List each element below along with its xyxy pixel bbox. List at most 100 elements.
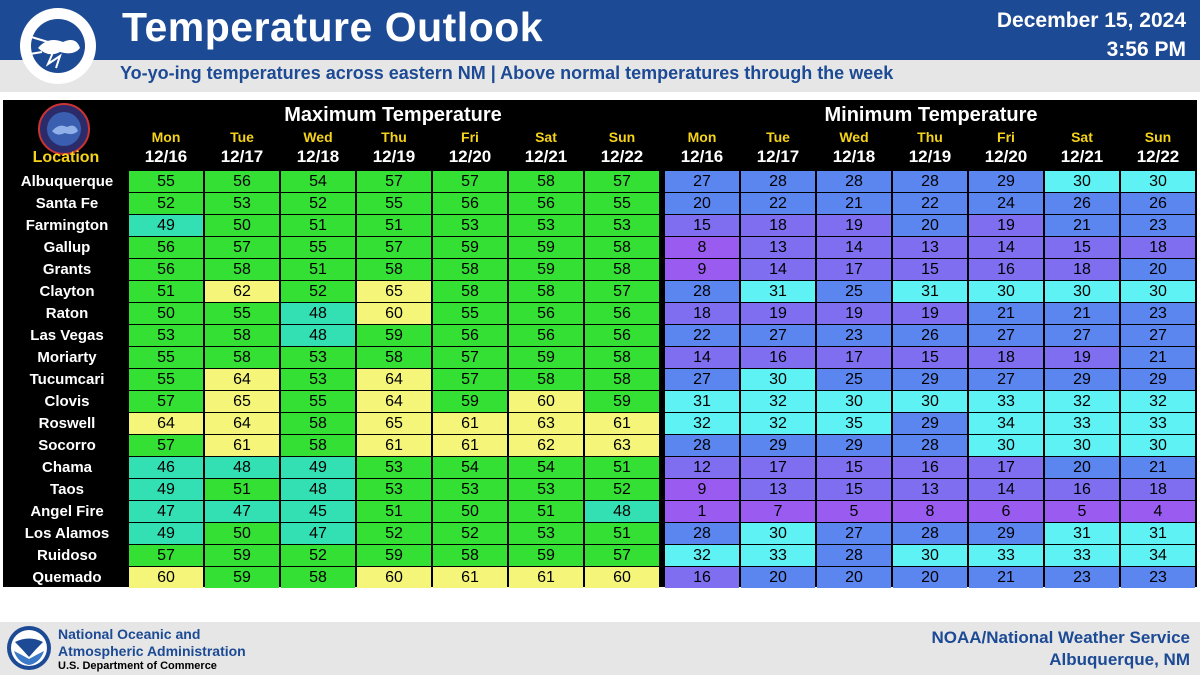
min-temp-cell: 15 xyxy=(1045,237,1119,258)
min-temp-cell: 31 xyxy=(741,281,815,302)
min-temp-cell: 32 xyxy=(741,413,815,434)
max-temp-cell: 58 xyxy=(509,369,583,390)
max-temp-cell: 55 xyxy=(129,347,203,368)
min-temp-cell: 7 xyxy=(741,501,815,522)
min-temp-cell: 19 xyxy=(1045,347,1119,368)
max-temp-cell: 60 xyxy=(585,567,659,588)
max-temp-cell: 59 xyxy=(585,391,659,412)
max-temp-cell: 50 xyxy=(205,523,279,544)
location-name: Clovis xyxy=(44,393,90,410)
max-temp-cell: 53 xyxy=(509,523,583,544)
max-temp-cell: 53 xyxy=(281,347,355,368)
max-temp-cell: 59 xyxy=(509,237,583,258)
min-temp-cell: 20 xyxy=(1045,457,1119,478)
table-row: Clovis 57 65 55 64 59 60 59 31 32 30 30 33 32 32 xyxy=(3,391,1197,413)
min-temp-cell: 33 xyxy=(1045,413,1119,434)
max-temp-cell: 51 xyxy=(585,523,659,544)
min-temp-cell: 26 xyxy=(1121,193,1195,214)
max-temp-cell: 53 xyxy=(585,215,659,236)
min-temp-cell: 21 xyxy=(1121,347,1195,368)
max-temp-cell: 57 xyxy=(585,171,659,192)
min-temp-cell: 29 xyxy=(741,435,815,456)
min-temp-cell: 15 xyxy=(665,215,739,236)
min-temp-cell: 28 xyxy=(741,171,815,192)
location-header: Location xyxy=(32,149,100,166)
min-temp-cell: 9 xyxy=(665,479,739,500)
max-temp-cell: 49 xyxy=(281,457,355,478)
max-temp-cell: 54 xyxy=(281,171,355,192)
min-temp-cell: 27 xyxy=(817,523,891,544)
max-temp-cell: 51 xyxy=(509,501,583,522)
header-bar xyxy=(0,0,1200,60)
max-temp-cell: 47 xyxy=(129,501,203,522)
footer: National Oceanic and Atmospheric Adminis… xyxy=(0,622,1200,675)
min-day-label: Tue xyxy=(766,129,790,145)
min-temp-cell: 8 xyxy=(893,501,967,522)
max-temp-cell: 52 xyxy=(585,479,659,500)
max-date-label: 12/19 xyxy=(372,147,416,166)
max-temp-cell: 46 xyxy=(129,457,203,478)
table-row: Tucumcari 55 64 53 64 57 58 58 27 30 25 29 27 29 29 xyxy=(3,369,1197,391)
max-temp-cell: 53 xyxy=(509,479,583,500)
min-temp-cell: 4 xyxy=(1121,501,1195,522)
min-temp-cell: 18 xyxy=(969,347,1043,368)
max-temp-cell: 61 xyxy=(433,567,507,588)
min-temp-cell: 20 xyxy=(893,215,967,236)
location-name: Farmington xyxy=(25,217,109,234)
max-temp-cell: 52 xyxy=(281,281,355,302)
location-name: Roswell xyxy=(38,415,96,432)
max-temp-cell: 52 xyxy=(433,523,507,544)
max-temp-cell: 56 xyxy=(433,325,507,346)
max-temp-cell: 51 xyxy=(281,259,355,280)
min-temp-cell: 17 xyxy=(969,457,1043,478)
location-name: Las Vegas xyxy=(30,327,104,344)
min-temp-cell: 33 xyxy=(1121,413,1195,434)
max-temp-cell: 63 xyxy=(585,435,659,456)
min-temp-cell: 20 xyxy=(893,567,967,588)
min-temp-cell: 14 xyxy=(969,479,1043,500)
max-temp-cell: 53 xyxy=(509,215,583,236)
max-temp-cell: 47 xyxy=(281,523,355,544)
min-temp-cell: 29 xyxy=(969,171,1043,192)
page-title: Temperature Outlook xyxy=(122,4,544,50)
min-day-label: Sat xyxy=(1071,129,1093,145)
max-temp-cell: 62 xyxy=(205,281,279,302)
min-temp-cell: 19 xyxy=(817,303,891,324)
max-temp-cell: 52 xyxy=(281,545,355,566)
max-temp-cell: 57 xyxy=(585,545,659,566)
min-temp-cell: 30 xyxy=(1121,435,1195,456)
location-name: Los Alamos xyxy=(24,525,110,542)
min-temp-cell: 20 xyxy=(1121,259,1195,280)
max-temp-cell: 58 xyxy=(433,259,507,280)
table-row: Grants 56 58 51 58 58 59 58 9 14 17 15 16 18 20 xyxy=(3,259,1197,281)
max-temp-cell: 58 xyxy=(357,259,431,280)
max-temp-cell: 56 xyxy=(509,325,583,346)
max-temp-cell: 54 xyxy=(433,457,507,478)
min-date-label: 12/18 xyxy=(832,147,876,166)
min-temp-cell: 18 xyxy=(1121,479,1195,500)
min-temp-cell: 30 xyxy=(969,435,1043,456)
min-temp-cell: 23 xyxy=(1045,567,1119,588)
min-temp-cell: 21 xyxy=(969,303,1043,324)
max-temp-cell: 56 xyxy=(509,303,583,324)
max-temp-cell: 56 xyxy=(129,259,203,280)
max-day-label: Tue xyxy=(230,129,254,145)
nws-watermark-icon xyxy=(38,103,90,155)
min-temp-cell: 28 xyxy=(817,545,891,566)
date-text: December 15, 2024 xyxy=(996,9,1186,32)
max-temp-cell: 48 xyxy=(281,325,355,346)
min-temp-cell: 23 xyxy=(1121,303,1195,324)
max-temp-cell: 58 xyxy=(205,259,279,280)
max-temp-cell: 53 xyxy=(281,369,355,390)
min-temp-cell: 34 xyxy=(1121,545,1195,566)
min-temp-cell: 9 xyxy=(665,259,739,280)
min-temp-cell: 20 xyxy=(665,193,739,214)
location-name: Socorro xyxy=(38,437,96,454)
max-temp-cell: 58 xyxy=(509,171,583,192)
min-temp-cell: 19 xyxy=(969,215,1043,236)
max-temp-cell: 58 xyxy=(433,545,507,566)
noaa-name: National Oceanic and Atmospheric Adminis… xyxy=(58,626,246,660)
max-title: Maximum Temperature xyxy=(284,104,502,126)
max-temp-cell: 64 xyxy=(205,369,279,390)
max-temp-cell: 61 xyxy=(205,435,279,456)
